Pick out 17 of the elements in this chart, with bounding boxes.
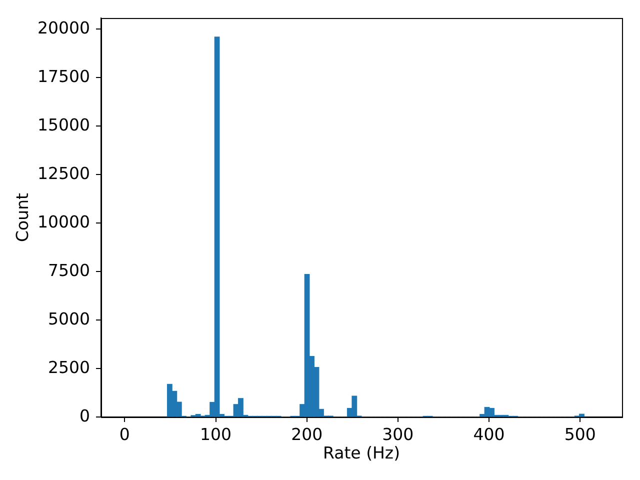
y-tick-label: 20000 xyxy=(38,18,90,38)
y-tick-label: 17500 xyxy=(38,66,90,86)
y-tick-label: 10000 xyxy=(38,212,90,232)
x-tick-label: 400 xyxy=(473,425,505,444)
y-tick-label: 0 xyxy=(80,406,90,426)
y-tick-label: 2500 xyxy=(48,358,90,377)
x-tick-label: 300 xyxy=(382,425,414,444)
y-tick-label: 5000 xyxy=(48,309,90,328)
y-tick-label: 12500 xyxy=(38,164,90,183)
y-tick-label: 15000 xyxy=(38,115,90,134)
x-tick-label: 100 xyxy=(200,425,232,444)
y-axis-title: Count xyxy=(13,192,32,242)
y-tick-label: 7500 xyxy=(48,260,90,280)
x-axis-title: Rate (Hz) xyxy=(322,443,400,462)
x-tick-label: 200 xyxy=(291,425,323,444)
x-tick-label: 0 xyxy=(119,425,130,444)
x-tick-label: 500 xyxy=(564,425,596,444)
